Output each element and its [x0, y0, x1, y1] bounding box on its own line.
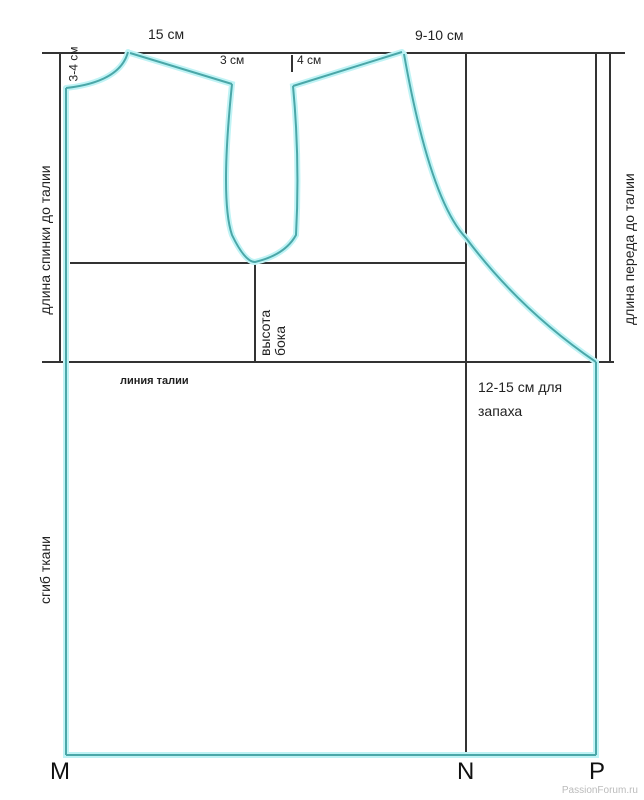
point-m-label: M — [50, 758, 70, 785]
shoulder-right-label: 4 см — [297, 53, 322, 67]
fabric-fold-label: сгиб ткани — [37, 535, 53, 605]
point-p-label: P — [589, 758, 606, 785]
wrap-allowance-label-1: 12-15 см для — [478, 379, 563, 395]
front-neckline — [403, 53, 597, 363]
neck-depth-label: 3-4 см — [66, 46, 81, 82]
side-height-label: высота бока — [257, 309, 288, 356]
neck-width-label: 15 см — [148, 26, 185, 42]
armhole — [225, 83, 299, 264]
back-shoulder — [129, 52, 233, 85]
front-shoulder — [292, 51, 403, 87]
back-neckline — [65, 51, 129, 89]
shoulder-left-label: 3 см — [220, 53, 245, 67]
front-length-label: длина переда до талии — [621, 173, 637, 325]
wrap-allowance-label-2: запаха — [478, 403, 523, 419]
front-neck-label: 9-10 см — [415, 27, 464, 43]
watermark: PassionForum.ru — [561, 785, 638, 796]
point-n-label: N — [457, 758, 475, 785]
waist-line-label: линия талии — [120, 375, 189, 387]
back-length-label: длина спинки до талии — [37, 165, 53, 315]
